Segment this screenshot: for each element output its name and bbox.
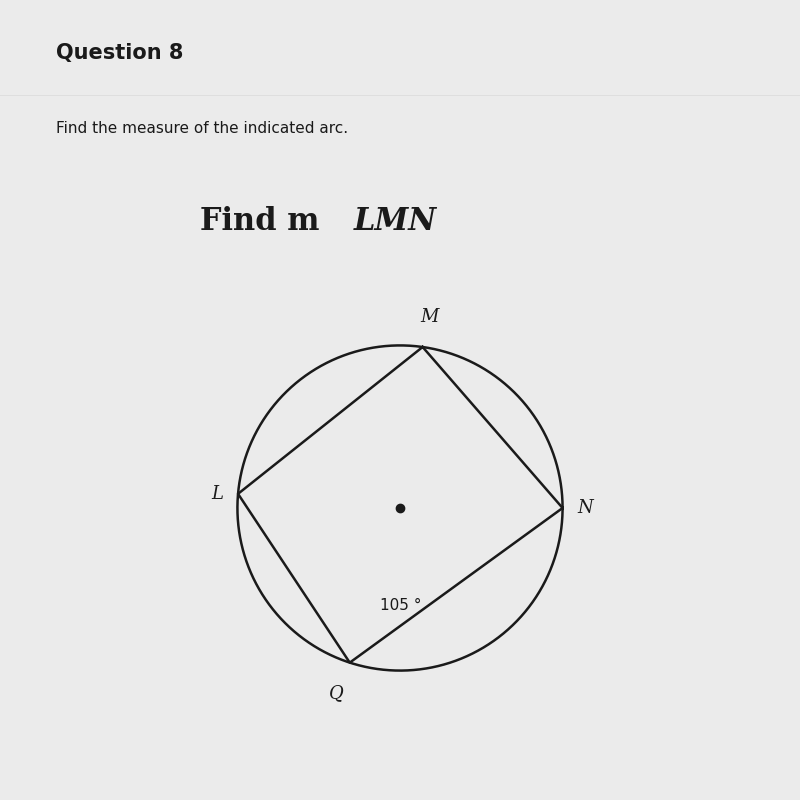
Text: LMN: LMN bbox=[354, 206, 437, 237]
Text: L: L bbox=[211, 485, 223, 503]
Text: Find the measure of the indicated arc.: Find the measure of the indicated arc. bbox=[56, 121, 348, 136]
Text: N: N bbox=[578, 499, 593, 517]
Text: 105 °: 105 ° bbox=[381, 598, 422, 613]
Text: Q: Q bbox=[330, 684, 344, 702]
Text: M: M bbox=[420, 308, 438, 326]
Text: Find m: Find m bbox=[200, 206, 319, 237]
Text: Question 8: Question 8 bbox=[56, 42, 183, 62]
